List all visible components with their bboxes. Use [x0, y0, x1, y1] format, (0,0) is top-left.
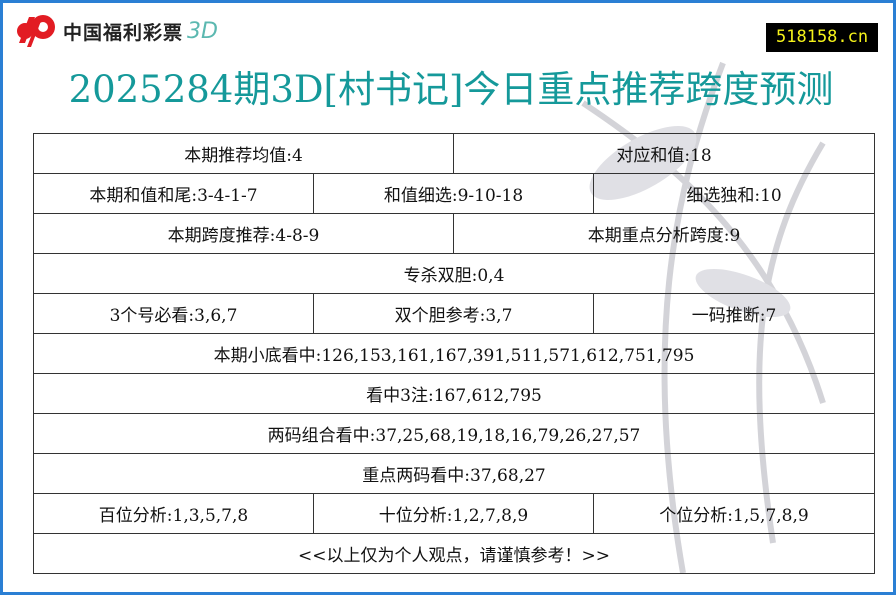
- page-title: 2025284期3D[村书记]今日重点推荐跨度预测: [68, 68, 834, 111]
- table-cell: 个位分析:1,5,7,8,9: [593, 493, 876, 534]
- welfare-lottery-icon: [17, 15, 55, 47]
- table-cell: 重点两码看中:37,68,27: [32, 453, 876, 494]
- lottery-logo: 中国福利彩票 3D: [15, 13, 218, 49]
- table-row: 专杀双胆:0,4: [32, 253, 876, 294]
- table-cell: 和值细选:9-10-18: [312, 173, 595, 214]
- table-cell: 3个号必看:3,6,7: [33, 293, 314, 334]
- table-row: 看中3注:167,612,795: [32, 373, 876, 414]
- table-row: 本期推荐均值:4 对应和值:18: [32, 133, 876, 174]
- table-cell: 本期跨度推荐:4-8-9: [32, 213, 455, 254]
- table-cell: 对应和值:18: [453, 133, 876, 174]
- table-row: 3个号必看:3,6,7 双个胆参考:3,7 一码推断:7: [33, 293, 876, 334]
- table-cell: 看中3注:167,612,795: [32, 373, 876, 414]
- table-cell: 细选独和:10: [593, 173, 876, 214]
- table-row: 重点两码看中:37,68,27: [32, 453, 876, 494]
- table-row: <<以上仅为个人观点，请谨慎参考！>>: [32, 533, 876, 574]
- site-badge: 518158.cn: [766, 23, 879, 52]
- table-cell: 十位分析:1,2,7,8,9: [312, 493, 595, 534]
- table-row: 百位分析:1,3,5,7,8 十位分析:1,2,7,8,9 个位分析:1,5,7,8…: [33, 493, 876, 534]
- table-cell: 本期和值和尾:3-4-1-7: [33, 173, 314, 214]
- table-cell: 本期小底看中:126,153,161,167,391,511,571,612,7…: [32, 333, 876, 374]
- table-cell: 一码推断:7: [593, 293, 876, 334]
- table-cell: <<以上仅为个人观点，请谨慎参考！>>: [32, 533, 876, 574]
- table-cell: 专杀双胆:0,4: [32, 253, 876, 294]
- table-cell: 本期重点分析跨度:9: [453, 213, 876, 254]
- logo-text: 中国福利彩票: [63, 21, 184, 44]
- table-row: 本期和值和尾:3-4-1-7 和值细选:9-10-18 细选独和:10: [33, 173, 876, 214]
- table-row: 本期小底看中:126,153,161,167,391,511,571,612,7…: [32, 333, 876, 374]
- prediction-table: 本期推荐均值:4 对应和值:18 本期和值和尾:3-4-1-7 和值细选:9-10-1…: [32, 133, 876, 574]
- table-row: 两码组合看中:37,25,68,19,18,16,79,26,27,57: [32, 413, 876, 454]
- table-cell: 双个胆参考:3,7: [312, 293, 595, 334]
- table-cell: 本期推荐均值:4: [32, 133, 455, 174]
- table-cell: 两码组合看中:37,25,68,19,18,16,79,26,27,57: [32, 413, 876, 454]
- table-cell: 百位分析:1,3,5,7,8: [33, 493, 314, 534]
- table-row: 本期跨度推荐:4-8-9 本期重点分析跨度:9: [32, 213, 876, 254]
- logo-3d: 3D: [187, 18, 218, 44]
